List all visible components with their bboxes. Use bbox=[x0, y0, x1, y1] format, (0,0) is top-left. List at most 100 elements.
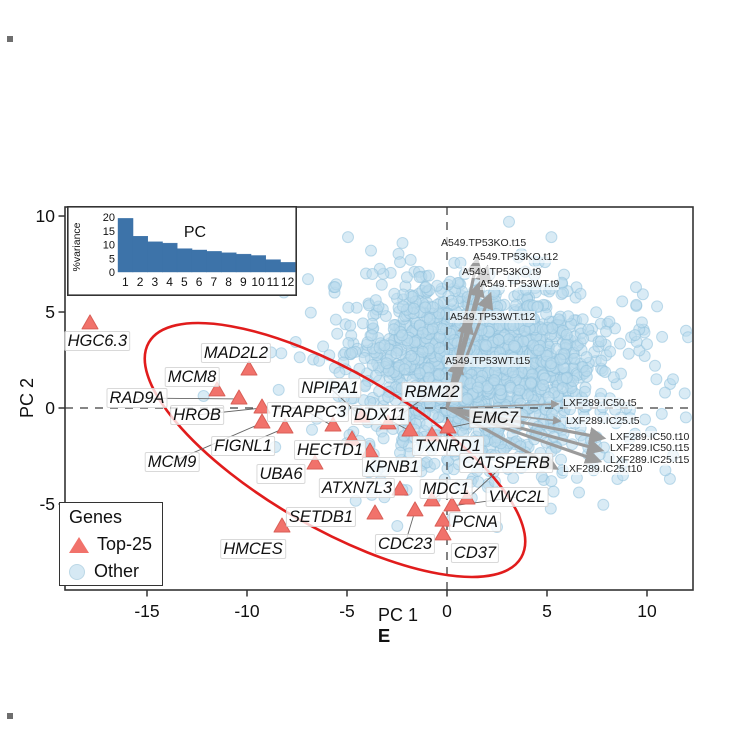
x-tick-label: -5 bbox=[339, 601, 355, 621]
other-gene-point bbox=[269, 441, 282, 453]
other-gene-point bbox=[471, 381, 484, 394]
other-gene-point bbox=[577, 332, 590, 345]
other-gene-point bbox=[546, 322, 559, 335]
other-gene-point bbox=[519, 265, 532, 278]
plot-frame bbox=[64, 206, 694, 591]
other-gene-point bbox=[416, 326, 429, 339]
circle-marker-icon bbox=[69, 563, 85, 580]
other-gene-point bbox=[622, 347, 635, 360]
inset-y-tick-label: 0 bbox=[109, 267, 115, 279]
other-gene-point bbox=[394, 446, 406, 459]
other-gene-point bbox=[197, 390, 210, 402]
other-gene-point bbox=[331, 327, 344, 340]
other-gene-point bbox=[507, 455, 520, 467]
other-gene-point bbox=[370, 369, 382, 382]
other-gene-point bbox=[426, 439, 439, 452]
other-gene-point bbox=[507, 272, 520, 285]
other-gene-point bbox=[364, 395, 377, 408]
triangle-marker-icon bbox=[69, 536, 89, 553]
y-tick-label: 0 bbox=[45, 398, 55, 418]
top25-gene-point bbox=[306, 454, 324, 470]
other-gene-point bbox=[342, 231, 354, 244]
y-tick-label: 5 bbox=[45, 302, 55, 322]
other-gene-point bbox=[454, 256, 467, 269]
top25-gene-point bbox=[230, 389, 248, 405]
legend-box: Genes Top-25 Other bbox=[59, 502, 163, 586]
other-gene-point bbox=[555, 276, 568, 289]
other-gene-point bbox=[604, 345, 617, 358]
other-gene-point bbox=[580, 351, 593, 364]
other-gene-point bbox=[356, 317, 369, 330]
other-gene-point bbox=[365, 244, 377, 257]
other-gene-point bbox=[531, 301, 544, 314]
other-gene-point bbox=[516, 408, 529, 421]
other-gene-point bbox=[599, 366, 612, 378]
other-gene-point bbox=[557, 286, 569, 299]
inset-x-tick-label: 3 bbox=[152, 275, 159, 289]
top25-gene-point bbox=[324, 416, 342, 432]
inset-x-tick-label: 2 bbox=[137, 275, 144, 289]
variance-bar bbox=[221, 252, 237, 273]
scan-artifact bbox=[7, 36, 13, 42]
other-gene-point bbox=[554, 353, 567, 366]
legend-label-other: Other bbox=[94, 561, 140, 581]
variance-bar bbox=[235, 253, 252, 273]
other-gene-point bbox=[394, 256, 406, 269]
other-gene-point bbox=[528, 400, 541, 412]
inset-y-axis-label: %variance bbox=[71, 222, 83, 271]
inset-x-tick-label: 1 bbox=[122, 275, 129, 289]
other-gene-point bbox=[387, 323, 400, 336]
other-gene-point bbox=[344, 319, 357, 332]
other-gene-point bbox=[375, 278, 388, 291]
other-gene-point bbox=[365, 329, 378, 342]
other-gene-point bbox=[570, 471, 583, 484]
other-gene-point bbox=[645, 425, 658, 438]
other-gene-point bbox=[329, 281, 341, 294]
other-gene-point bbox=[346, 346, 358, 359]
other-gene-point bbox=[630, 281, 642, 294]
legend-item-top25: Top-25 bbox=[69, 531, 162, 558]
x-tick-label: 0 bbox=[442, 601, 452, 621]
other-gene-point bbox=[587, 464, 600, 477]
other-gene-point bbox=[398, 363, 411, 376]
other-gene-point bbox=[578, 385, 591, 398]
inset-x-tick-label: 8 bbox=[225, 275, 232, 289]
other-gene-point bbox=[701, 380, 712, 391]
other-gene-point bbox=[556, 464, 569, 477]
legend-label-top25: Top-25 bbox=[97, 534, 153, 554]
other-gene-point bbox=[397, 300, 409, 313]
variance-bar bbox=[147, 241, 163, 273]
inset-y-tick-label: 15 bbox=[103, 226, 115, 238]
gene-label-leader bbox=[136, 397, 240, 400]
other-gene-point bbox=[519, 283, 532, 296]
other-gene-point bbox=[508, 339, 520, 352]
other-gene-point bbox=[595, 387, 608, 400]
other-gene-point bbox=[659, 464, 672, 477]
other-gene-point bbox=[582, 323, 595, 336]
variance-bar bbox=[206, 251, 222, 273]
other-gene-point bbox=[507, 319, 520, 332]
other-gene-point bbox=[629, 329, 641, 342]
inset-y-tick-label: 10 bbox=[103, 240, 115, 252]
variance-bar bbox=[265, 259, 281, 273]
other-gene-point bbox=[479, 339, 492, 352]
other-gene-point bbox=[374, 474, 387, 487]
variance-bar bbox=[117, 218, 134, 273]
other-gene-point bbox=[407, 302, 420, 315]
top25-gene-point bbox=[434, 525, 452, 541]
x-tick-label: 10 bbox=[637, 601, 657, 621]
other-gene-point bbox=[306, 423, 318, 436]
other-gene-point bbox=[603, 315, 616, 328]
other-gene-point bbox=[413, 367, 426, 380]
other-gene-point bbox=[366, 359, 379, 371]
other-gene-point bbox=[302, 273, 314, 286]
other-gene-point bbox=[607, 371, 620, 384]
other-gene-point bbox=[635, 316, 648, 329]
other-gene-point bbox=[444, 275, 457, 288]
panel-label: E bbox=[378, 625, 390, 646]
other-gene-point bbox=[272, 383, 285, 396]
top25-gene-point bbox=[208, 381, 226, 397]
other-gene-point bbox=[655, 407, 668, 420]
